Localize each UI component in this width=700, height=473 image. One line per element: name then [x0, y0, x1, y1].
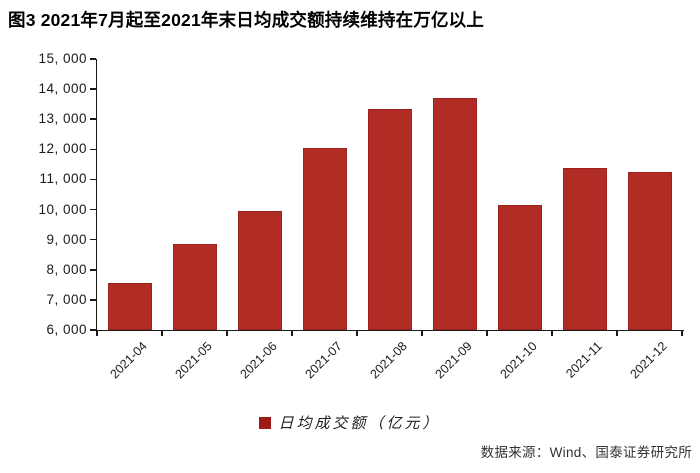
y-axis-tick-label: 10, 000	[38, 201, 87, 217]
x-axis-tick	[356, 331, 358, 336]
x-axis-tick	[421, 331, 423, 336]
data-source-note: 数据来源：Wind、国泰证券研究所	[480, 445, 692, 460]
x-axis-tick	[681, 331, 683, 336]
y-axis-tick	[90, 88, 96, 90]
x-axis-tick	[96, 331, 98, 336]
y-axis-tick-label: 9, 000	[46, 231, 87, 247]
y-axis-tick-label: 14, 000	[38, 81, 87, 97]
x-axis-tick	[551, 331, 553, 336]
plot-area	[97, 59, 682, 330]
y-axis-tick-label: 7, 000	[46, 291, 87, 307]
legend-marker-square-icon	[259, 416, 272, 429]
y-axis-tick-label: 15, 000	[38, 51, 87, 66]
y-axis-tick	[90, 299, 96, 301]
x-axis-tick	[161, 331, 163, 336]
x-axis-label-2021-05: 2021-05	[172, 339, 215, 382]
x-axis-label-2021-09: 2021-09	[432, 339, 475, 382]
x-axis-tick	[486, 331, 488, 336]
x-axis-label-2021-12: 2021-12	[627, 339, 670, 382]
y-axis-tick	[90, 208, 96, 211]
bar-2021-10	[497, 205, 542, 330]
x-axis-tick	[616, 331, 618, 336]
x-axis-label-2021-04: 2021-04	[107, 339, 150, 382]
x-axis-label-2021-08: 2021-08	[367, 339, 410, 382]
y-axis-tick	[90, 269, 96, 271]
bar-2021-06	[237, 211, 282, 330]
bar-2021-07	[302, 147, 347, 330]
bar-2021-11	[562, 168, 607, 330]
y-axis-tick-label: 11, 000	[39, 171, 87, 187]
y-axis-tick	[90, 148, 96, 151]
legend-series-label: 日均成交额（亿元）	[278, 414, 441, 432]
chart-title: 图3 2021年7月起至2021年末日均成交额持续维持在万亿以上	[8, 10, 485, 30]
y-axis-tick-label: 8, 000	[46, 261, 87, 277]
x-axis-label-2021-10: 2021-10	[497, 339, 540, 382]
y-axis-tick-label: 6, 000	[46, 322, 87, 337]
y-axis-tick-label: 13, 000	[38, 111, 87, 127]
chart-legend: 日均成交额（亿元）	[0, 412, 700, 433]
y-axis-tick	[90, 58, 96, 60]
bar-2021-05	[172, 244, 217, 330]
y-axis-tick	[90, 238, 96, 241]
bar-2021-09	[432, 97, 477, 330]
bar-2021-12	[627, 172, 672, 330]
y-axis-tick	[90, 178, 96, 181]
x-axis-tick	[226, 331, 228, 336]
x-axis-line	[95, 329, 684, 332]
bar-2021-08	[367, 109, 412, 330]
y-axis-line	[95, 59, 98, 331]
y-axis-tick	[90, 118, 96, 120]
x-axis-tick	[291, 331, 293, 336]
x-axis-label-2021-11: 2021-11	[562, 339, 605, 381]
x-axis-label-2021-06: 2021-06	[237, 339, 280, 382]
y-axis-tick-label: 12, 000	[38, 141, 87, 157]
x-axis-label-2021-07: 2021-07	[302, 339, 345, 382]
bar-2021-04	[107, 283, 152, 330]
y-axis-tick	[90, 329, 96, 331]
